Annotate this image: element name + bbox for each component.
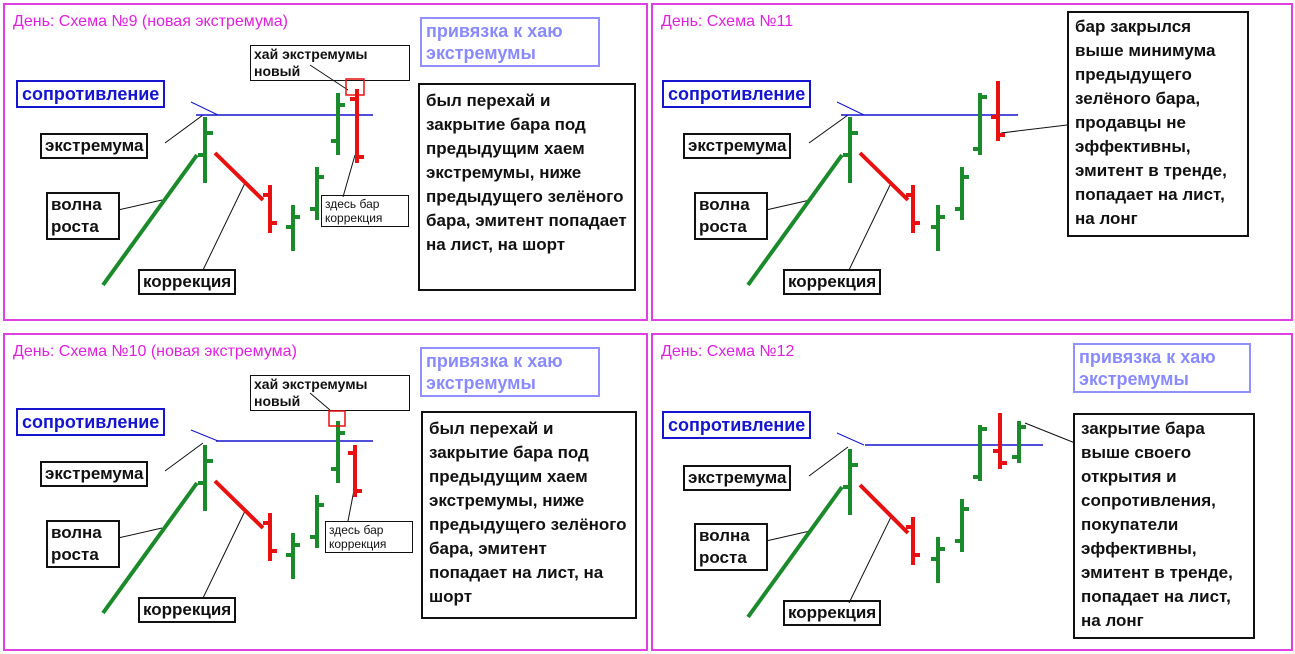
extremum-label: экстремума: [40, 461, 149, 487]
bar-green: [198, 445, 213, 511]
bar-green: [931, 537, 945, 583]
bar-red: [263, 513, 277, 561]
panel-scheme-12: День: Схема №12 привязка к хаю экстремум…: [651, 333, 1293, 651]
resistance-label: сопротивление: [16, 408, 166, 436]
correction-label: коррекция: [138, 269, 237, 295]
explanation-note: был перехай и закрытие бара под предыдущ…: [421, 411, 637, 619]
bar-green: [331, 421, 345, 483]
bar-red: [993, 413, 1007, 469]
bar-green: [1012, 421, 1026, 463]
ohlc-bars: [843, 413, 1026, 583]
ohlc-bars: [843, 81, 1005, 251]
bar-green: [286, 533, 300, 579]
leader-lines: [836, 432, 865, 446]
correction-line: [858, 151, 910, 202]
here-bar-label: здесь бар коррекция: [321, 195, 409, 227]
leader-line: [836, 432, 865, 446]
panel-scheme-10: День: Схема №10 (новая экстремума) привя…: [3, 333, 648, 651]
extremum-label: экстремума: [40, 133, 149, 159]
label-pointers: [117, 64, 356, 271]
resistance-label: сопротивление: [662, 80, 812, 108]
leader-lines: [190, 101, 219, 116]
bar-green: [955, 499, 969, 552]
bar-green: [973, 93, 987, 155]
wave-up-line: [101, 481, 199, 615]
bar-green: [286, 205, 300, 251]
panel-title: День: Схема №12: [661, 343, 795, 360]
correction-label: коррекция: [783, 600, 882, 626]
wave-label: волна роста: [46, 520, 120, 568]
leader-line: [836, 101, 865, 116]
correction-line: [213, 479, 265, 530]
high-new-label: хай экстремумы новый: [250, 375, 410, 411]
ohlc-bars: [198, 421, 362, 579]
bar-red: [906, 185, 920, 233]
wave-up-line: [746, 485, 844, 619]
bar-green: [198, 117, 213, 183]
anchor-note: привязка к хаю экстремумы: [420, 17, 600, 67]
bar-red: [350, 89, 364, 163]
anchor-note: привязка к хаю экстремумы: [1073, 343, 1251, 393]
explanation-note: закрытие бара выше своего открытия и соп…: [1073, 413, 1255, 639]
label-pointers: [765, 422, 1076, 604]
resistance-label: сопротивление: [662, 411, 812, 439]
correction-label: коррекция: [783, 269, 882, 295]
correction-line: [213, 151, 265, 202]
explanation-note: бар закрылся выше минимума предыдущего з…: [1067, 11, 1249, 237]
price-chart: [746, 413, 1076, 619]
panel-scheme-9: День: Схема №9 (новая экстремума) привяз…: [3, 3, 648, 321]
extremum-label: экстремума: [683, 465, 792, 491]
ohlc-bars: [198, 89, 364, 251]
leader-lines: [190, 429, 219, 442]
wave-label: волна роста: [694, 192, 768, 240]
price-chart: [101, 392, 373, 615]
high-new-label: хай экстремумы новый: [250, 45, 410, 81]
anchor-note: привязка к хаю экстремумы: [420, 347, 600, 397]
high-marker: [345, 78, 365, 96]
bar-red: [263, 185, 277, 233]
bar-green: [331, 93, 345, 155]
label-pointers: [117, 392, 356, 599]
bar-green: [843, 117, 858, 183]
bar-red: [348, 445, 362, 497]
wave-up-line: [101, 153, 199, 287]
panel-title: День: Схема №10 (новая экстремума): [13, 343, 297, 360]
bar-green: [955, 167, 969, 220]
leader-lines: [836, 101, 865, 116]
bar-green: [931, 205, 945, 251]
correction-line: [858, 483, 910, 535]
bar-red: [906, 517, 920, 565]
here-bar-label: здесь бар коррекция: [325, 521, 413, 553]
wave-label: волна роста: [46, 192, 120, 240]
price-chart: [101, 64, 373, 287]
bar-green: [973, 425, 987, 481]
bar-green: [310, 495, 324, 548]
panel-title: День: Схема №9 (новая экстремума): [13, 13, 289, 30]
wave-label: волна роста: [694, 523, 768, 571]
correction-label: коррекция: [138, 597, 237, 623]
extremum-label: экстремума: [683, 133, 792, 159]
bar-green: [843, 449, 858, 515]
leader-line: [190, 429, 219, 442]
bar-red: [991, 81, 1005, 141]
explanation-note: был перехай и закрытие бара под предыдущ…: [418, 83, 636, 291]
label-pointers: [765, 114, 1068, 271]
panel-scheme-11: День: Схема №11 сопротивление экстремума…: [651, 3, 1293, 321]
high-marker: [328, 410, 346, 427]
bar-green: [310, 167, 324, 220]
panel-title: День: Схема №11: [661, 13, 794, 30]
wave-up-line: [746, 153, 844, 287]
price-chart: [746, 81, 1068, 287]
resistance-label: сопротивление: [16, 80, 166, 108]
leader-line: [190, 101, 219, 116]
